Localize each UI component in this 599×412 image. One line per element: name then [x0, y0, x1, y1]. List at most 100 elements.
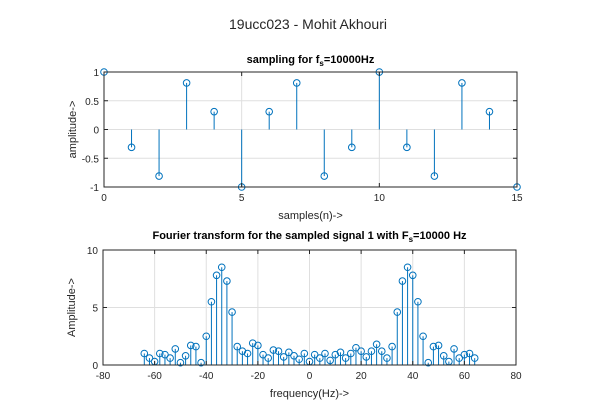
stem-marker — [292, 79, 301, 87]
stem-marker — [155, 172, 163, 180]
x-tick-label: 0 — [307, 371, 313, 382]
x-tick-label: 20 — [356, 371, 368, 382]
y-tick-label: 5 — [92, 304, 98, 315]
plot-title: Fourier transform for the sampled signal… — [152, 230, 467, 244]
stem-marker — [348, 143, 356, 152]
stem-marker — [197, 358, 205, 367]
x-tick-label: 0 — [101, 193, 107, 204]
stem-marker — [424, 358, 433, 367]
y-axis-label: Amplitude-> — [66, 278, 78, 337]
stem-marker — [171, 345, 180, 353]
x-tick-label: 60 — [459, 371, 471, 382]
stem-marker — [465, 349, 474, 358]
plot-title: sampling for fs=10000Hz — [247, 54, 375, 68]
fourier-transform-plot: -80 -60 -40 -20 0 20 40 60 80 0 5 10 Fourier transfo… — [66, 230, 522, 400]
stem-marker — [458, 79, 466, 87]
stem-marker — [450, 345, 458, 353]
y-axis-label: amplitude-> — [67, 101, 79, 159]
stem-marker — [429, 342, 438, 351]
x-tick-label: -20 — [251, 371, 266, 382]
stem-marker — [321, 349, 329, 358]
y-tick-label: 10 — [87, 246, 99, 257]
stem-marker — [357, 347, 365, 356]
stem-marker — [290, 352, 298, 360]
stem-marker — [316, 354, 324, 362]
y-tick-label: 0 — [93, 126, 99, 137]
stem-marker — [202, 332, 211, 341]
stem-marker — [223, 277, 231, 285]
stem-marker — [274, 347, 283, 356]
x-tick-label: 10 — [374, 193, 386, 204]
stem-marker — [388, 342, 396, 351]
stem-marker — [248, 339, 257, 347]
x-tick-label: 15 — [511, 193, 523, 204]
y-tick-label: 0.5 — [85, 97, 99, 108]
stem-marker — [259, 350, 267, 359]
y-tick-label: -0.5 — [82, 154, 100, 165]
stem-marker — [127, 143, 136, 152]
x-tick-label: -40 — [199, 371, 214, 382]
stem-marker — [439, 352, 448, 360]
stem-marker — [485, 107, 494, 116]
stem-marker — [166, 354, 174, 362]
stem-marker — [295, 355, 303, 364]
stem-marker — [145, 354, 154, 362]
stem-marker — [362, 353, 371, 361]
stem-marker — [265, 107, 274, 116]
stem-marker — [320, 172, 329, 180]
stem-marker — [310, 350, 319, 359]
stem-marker — [470, 354, 479, 362]
x-axis-label: frequency(Hz)-> — [270, 388, 349, 400]
stem-marker — [155, 349, 164, 358]
stem-marker — [186, 341, 195, 350]
x-tick-label: -80 — [96, 371, 111, 382]
stem-marker — [414, 297, 422, 306]
y-tick-label: 0 — [92, 361, 98, 372]
stem-marker — [181, 352, 190, 360]
stem-marker — [460, 350, 469, 359]
stem-marker — [419, 332, 427, 341]
stem-marker — [347, 349, 355, 358]
stem-marker — [434, 341, 443, 350]
stem-marker — [336, 348, 345, 357]
stem-marker — [430, 172, 439, 180]
stem-marker — [140, 349, 149, 358]
stem-marker — [161, 350, 169, 359]
stem-marker — [331, 350, 340, 359]
stem-marker — [367, 347, 376, 356]
stem-marker — [210, 107, 218, 116]
stem-marker — [300, 349, 309, 358]
stem-marker — [228, 308, 236, 316]
stem-marker — [377, 347, 386, 356]
stem-marker — [192, 342, 200, 351]
stem-marker — [254, 341, 262, 350]
stem-marker — [408, 271, 417, 280]
stem-marker — [372, 340, 381, 349]
y-tick-label: 1 — [93, 68, 99, 79]
stem-marker — [326, 356, 334, 365]
stem-marker — [403, 263, 412, 272]
x-tick-label: -60 — [147, 371, 162, 382]
stem-marker — [285, 348, 293, 357]
stem-marker — [383, 354, 391, 362]
stem-marker — [233, 342, 242, 351]
x-tick-label: 5 — [239, 193, 245, 204]
stem-marker — [217, 263, 226, 272]
stem-marker — [403, 143, 411, 152]
x-tick-label: 80 — [510, 371, 522, 382]
y-tick-label: -1 — [90, 183, 99, 194]
x-axis-label: samples(n)-> — [278, 210, 343, 222]
stem-marker — [352, 343, 360, 352]
stem-marker — [176, 358, 185, 367]
stem-marker — [207, 297, 216, 306]
figure-title: 19ucc023 - Mohit Akhouri — [229, 16, 387, 32]
stem-marker — [341, 354, 350, 362]
sampling-plot: 0 5 10 15 -1 -0.5 0 0.5 1 sampling for fs=10000Hz… — [67, 54, 523, 222]
stem-marker — [238, 347, 247, 356]
stem-marker — [393, 308, 402, 316]
stem-marker — [398, 277, 407, 285]
stem-marker — [269, 346, 278, 354]
x-tick-label: 40 — [407, 371, 419, 382]
stem-marker — [455, 354, 464, 362]
